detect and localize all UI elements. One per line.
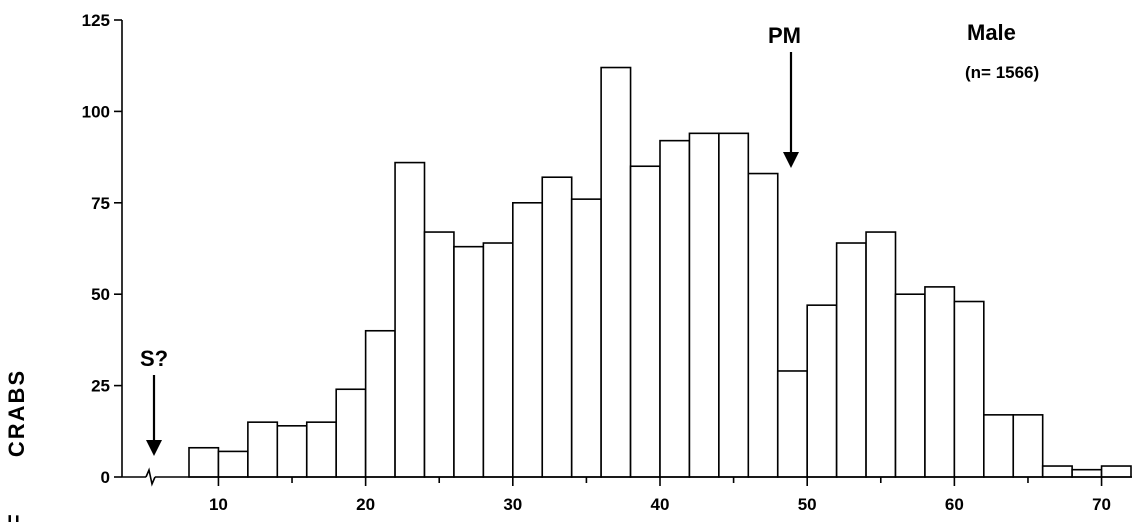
bar-43 (688, 132, 720, 478)
y-tick-label-75: 75 (91, 194, 110, 213)
bar-21 (364, 329, 396, 478)
x-tick-label-70: 70 (1092, 495, 1111, 514)
bar-33 (541, 176, 573, 478)
bar-69 (1071, 468, 1103, 478)
y-ticks: 0 25 50 75 100 125 (82, 11, 122, 487)
x-tick-label-30: 30 (503, 495, 522, 514)
bar-55 (865, 231, 897, 478)
y-axis-label: CRABS (4, 369, 29, 457)
bar-19 (335, 388, 367, 478)
x-tick-label-40: 40 (651, 495, 670, 514)
annotation-pm-label: PM (768, 23, 801, 48)
chart-subtitle: (n= 1566) (965, 63, 1039, 82)
bar-39 (629, 165, 661, 478)
bar-53 (835, 242, 867, 478)
bar-63 (983, 414, 1015, 478)
y-tick-label-25: 25 (91, 377, 110, 396)
bar-67 (1041, 465, 1073, 478)
bar-37 (600, 66, 632, 478)
bar-65 (1012, 414, 1044, 478)
bar-29 (482, 242, 514, 478)
x-ticks: 10 20 30 40 50 60 70 (209, 477, 1111, 514)
y-tick-label-125: 125 (82, 11, 110, 30)
bar-27 (453, 245, 485, 478)
bar-57 (894, 293, 926, 478)
bar-13 (247, 421, 279, 478)
bar-25 (423, 231, 455, 478)
annotations: S? PM (140, 23, 801, 456)
bar-45 (718, 132, 750, 478)
y-tick-label-50: 50 (91, 285, 110, 304)
y-axis-label-prefix: F (4, 512, 29, 522)
bar-41 (659, 139, 691, 478)
bar-35 (570, 198, 602, 478)
bar-15 (276, 425, 308, 478)
bar-71 (1100, 465, 1132, 478)
annotation-s-label: S? (140, 346, 168, 371)
bars (188, 66, 1132, 478)
x-axis-break (145, 467, 156, 487)
bar-61 (953, 300, 985, 478)
y-tick-label-100: 100 (82, 102, 110, 121)
bar-51 (806, 304, 838, 478)
x-tick-label-10: 10 (209, 495, 228, 514)
bar-47 (747, 172, 779, 478)
bar-17 (305, 421, 337, 478)
bar-11 (217, 450, 249, 478)
x-tick-label-20: 20 (356, 495, 375, 514)
bar-9 (188, 446, 220, 478)
bar-23 (394, 161, 426, 478)
annotation-pm-arrow-head (783, 152, 799, 168)
y-tick-label-0: 0 (101, 468, 110, 487)
x-tick-label-50: 50 (798, 495, 817, 514)
bar-49 (776, 370, 808, 478)
x-tick-label-60: 60 (945, 495, 964, 514)
axes (121, 20, 1132, 487)
chart-title: Male (967, 20, 1016, 45)
bar-59 (924, 286, 956, 478)
bar-31 (512, 202, 544, 478)
annotation-s-arrow-head (146, 440, 162, 456)
